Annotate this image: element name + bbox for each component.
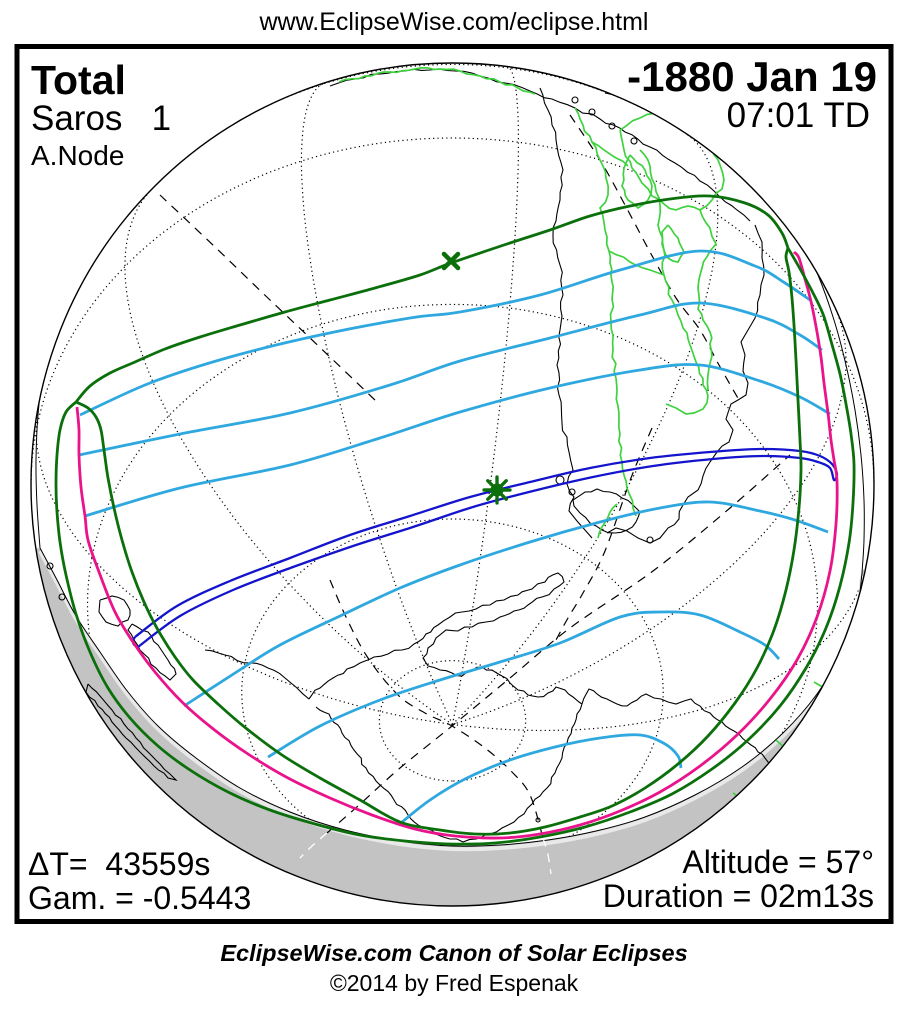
svg-text:www.EclipseWise.com/eclipse.ht: www.EclipseWise.com/eclipse.html [259,8,649,36]
svg-text:ΔT= 43559s: ΔT= 43559s [28,846,210,882]
svg-text:Total: Total [31,57,126,103]
svg-text:A.Node: A.Node [31,140,124,171]
svg-text:07:01 TD: 07:01 TD [727,96,870,135]
svg-text:Gam. = -0.5443: Gam. = -0.5443 [28,880,251,916]
svg-text:-1880 Jan 19: -1880 Jan 19 [627,53,877,100]
svg-text:EclipseWise.com Canon of Solar: EclipseWise.com Canon of Solar Eclipses [220,940,687,966]
svg-text:Saros 1: Saros 1 [31,99,171,138]
svg-text:Duration = 02m13s: Duration = 02m13s [603,878,874,914]
svg-text:©2014 by Fred Espenak: ©2014 by Fred Espenak [330,970,579,996]
svg-text:Altitude = 57°: Altitude = 57° [682,844,874,880]
